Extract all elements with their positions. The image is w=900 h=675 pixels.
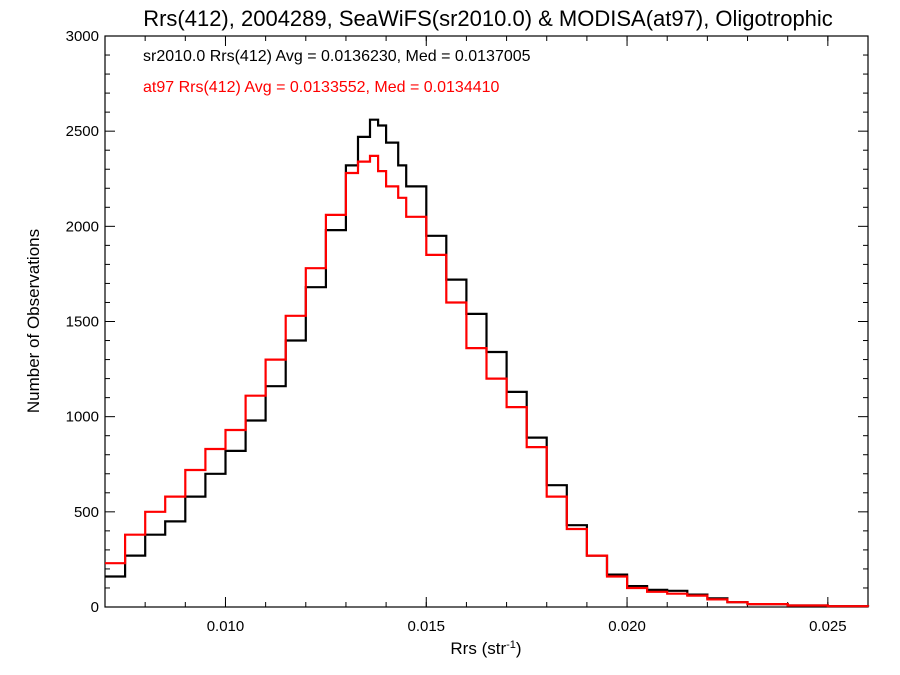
x-axis-label: Rrs (str-1) bbox=[450, 639, 521, 658]
y-tick-label: 0 bbox=[91, 599, 99, 616]
x-tick-label: 0.015 bbox=[407, 618, 445, 635]
x-axis-label-main: Rrs (str bbox=[450, 639, 506, 658]
y-tick-label: 500 bbox=[74, 504, 99, 521]
x-tick-label: 0.010 bbox=[207, 618, 245, 635]
x-axis-label-close: ) bbox=[516, 639, 522, 658]
y-tick-label: 1000 bbox=[66, 409, 99, 426]
y-tick-label: 2000 bbox=[66, 218, 99, 235]
y-axis-label: Number of Observations bbox=[24, 229, 43, 413]
annotation-at97: at97 Rrs(412) Avg = 0.0133552, Med = 0.0… bbox=[143, 79, 500, 96]
x-tick-label: 0.020 bbox=[608, 618, 646, 635]
series-layer bbox=[105, 118, 870, 608]
y-tick-label: 3000 bbox=[66, 28, 99, 45]
x-tick-label: 0.025 bbox=[809, 618, 847, 635]
histogram-series-1 bbox=[105, 154, 870, 608]
chart-title: Rrs(412), 2004289, SeaWiFS(sr2010.0) & M… bbox=[143, 6, 833, 31]
annotation-sr2010: sr2010.0 Rrs(412) Avg = 0.0136230, Med =… bbox=[143, 48, 531, 65]
y-tick-label: 1500 bbox=[66, 314, 99, 331]
y-tick-label: 2500 bbox=[66, 123, 99, 140]
x-axis-label-sup: -1 bbox=[506, 639, 516, 651]
